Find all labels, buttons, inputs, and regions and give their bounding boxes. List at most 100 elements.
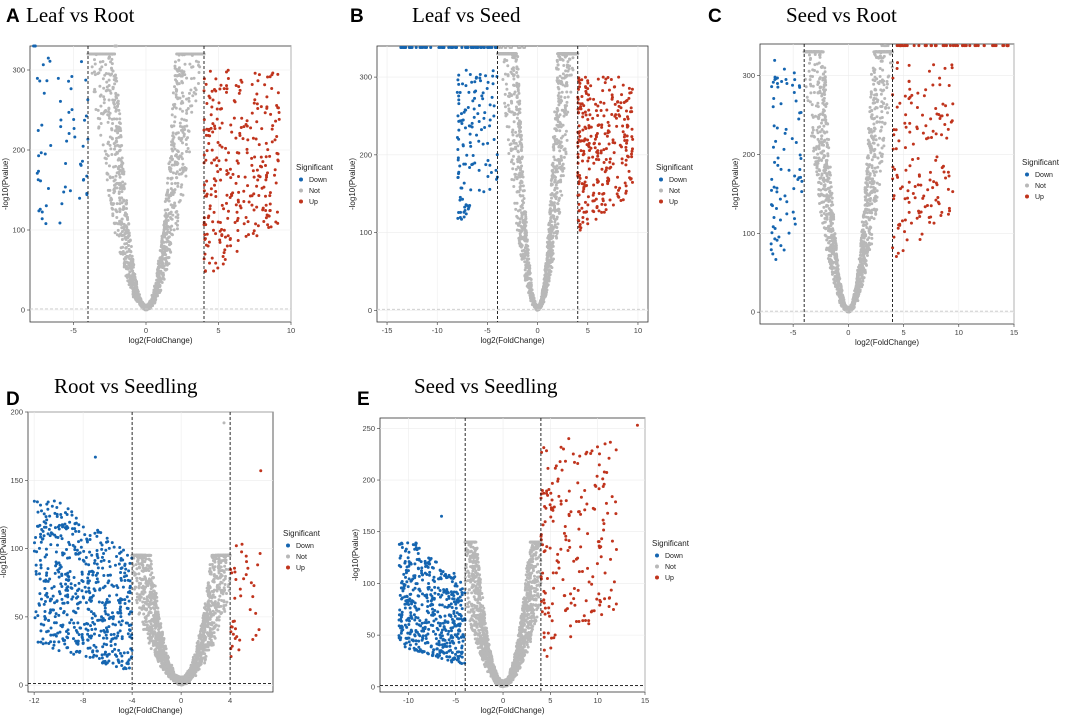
point-up <box>622 84 625 87</box>
point-not <box>113 103 116 106</box>
point-not <box>179 122 182 125</box>
point-not <box>187 147 190 150</box>
point-not <box>159 256 162 259</box>
point-not <box>183 118 186 121</box>
point-not <box>123 225 126 228</box>
point-not <box>102 87 105 90</box>
point-down <box>475 134 478 137</box>
point-not <box>170 143 173 146</box>
point-down <box>402 46 405 49</box>
point-not <box>114 76 117 79</box>
point-up <box>224 147 227 150</box>
point-up <box>210 187 213 190</box>
point-up <box>597 180 600 183</box>
point-up <box>242 190 245 193</box>
point-not <box>112 203 115 206</box>
point-not <box>158 275 161 278</box>
point-up <box>239 79 242 82</box>
point-not <box>113 184 116 187</box>
point-not <box>524 279 527 282</box>
point-up <box>225 91 228 94</box>
point-up <box>245 235 248 238</box>
point-up <box>253 98 256 101</box>
point-not <box>104 110 107 113</box>
point-not <box>129 238 132 241</box>
point-not <box>555 237 558 240</box>
point-down <box>478 77 481 80</box>
point-not <box>805 85 808 88</box>
point-down <box>477 140 480 143</box>
point-down <box>457 95 460 98</box>
point-down <box>72 118 75 121</box>
point-not <box>162 247 165 250</box>
point-not <box>544 274 547 277</box>
point-not <box>553 180 556 183</box>
point-not <box>105 162 108 165</box>
point-not <box>550 210 553 213</box>
point-not <box>168 235 171 238</box>
point-not <box>556 107 559 110</box>
point-down <box>457 211 460 214</box>
point-not <box>560 156 563 159</box>
point-up <box>206 193 209 196</box>
point-up <box>587 93 590 96</box>
point-up <box>629 110 632 113</box>
point-not <box>166 182 169 185</box>
point-not <box>103 98 106 101</box>
x-tick-label: 10 <box>634 326 642 335</box>
point-down <box>460 122 463 125</box>
point-not <box>510 100 513 103</box>
point-up <box>213 184 216 187</box>
point-not <box>184 63 187 66</box>
point-not <box>528 283 531 286</box>
point-not <box>518 100 521 103</box>
point-up <box>580 149 583 152</box>
point-up <box>600 109 603 112</box>
point-not <box>546 277 549 280</box>
point-not <box>166 239 169 242</box>
point-not <box>168 194 171 197</box>
point-up <box>242 125 245 128</box>
point-up <box>585 210 588 213</box>
point-not <box>532 302 535 305</box>
point-up <box>229 244 232 247</box>
point-not <box>111 62 114 65</box>
point-up <box>586 222 589 225</box>
point-down <box>469 188 472 191</box>
point-not <box>520 255 523 258</box>
point-not <box>554 176 557 179</box>
point-down <box>459 196 462 199</box>
point-down <box>493 138 496 141</box>
point-not <box>519 218 522 221</box>
point-up <box>601 193 604 196</box>
point-not <box>120 218 123 221</box>
point-not <box>113 180 116 183</box>
point-not <box>180 69 183 72</box>
point-not <box>555 226 558 229</box>
point-not <box>510 46 513 49</box>
point-up <box>625 159 628 162</box>
point-not <box>193 77 196 80</box>
point-down <box>41 217 44 220</box>
point-up <box>266 223 269 226</box>
point-not <box>557 63 560 66</box>
point-not <box>121 162 124 165</box>
point-up <box>265 155 268 158</box>
point-up <box>246 148 249 151</box>
point-up <box>264 209 267 212</box>
point-down <box>467 91 470 94</box>
point-not <box>110 127 113 130</box>
point-down <box>456 78 459 81</box>
point-down <box>469 145 472 148</box>
point-not <box>550 231 553 234</box>
point-up <box>578 82 581 85</box>
panel-title-c: Seed vs Root <box>786 3 897 27</box>
point-up <box>233 99 236 102</box>
point-down <box>464 209 467 212</box>
point-up <box>616 100 619 103</box>
point-not <box>171 164 174 167</box>
point-up <box>582 190 585 193</box>
point-not <box>114 129 117 132</box>
point-down <box>479 79 482 82</box>
